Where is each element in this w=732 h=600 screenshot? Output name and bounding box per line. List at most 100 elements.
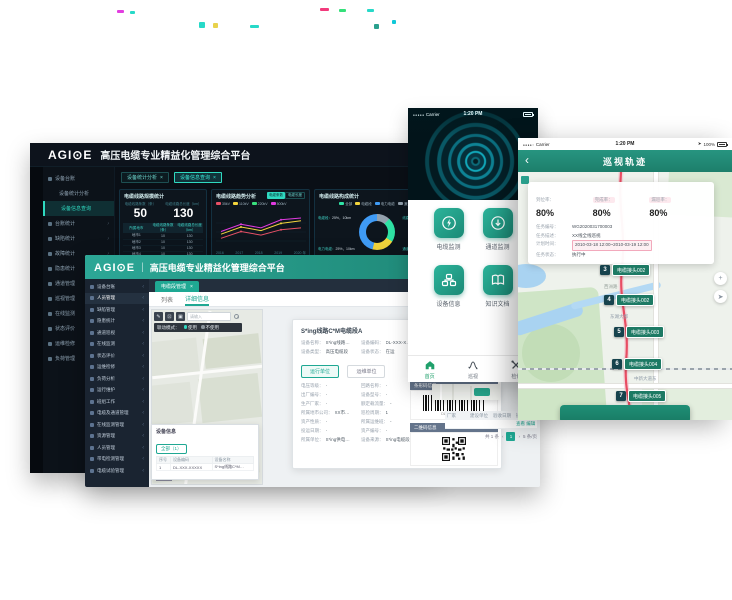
bottom-tab-bar: 首页 巡视 检修 bbox=[408, 355, 538, 382]
sidebar-item[interactable]: 班组工作 ‹ bbox=[85, 396, 149, 408]
sidebar-item[interactable]: 资源管理 ‹ bbox=[85, 431, 149, 443]
status-bar: ●●●●○ Carrier 1:20 PM ➤ 100% bbox=[518, 138, 732, 150]
radio-use[interactable]: 使用 bbox=[183, 325, 197, 331]
app-knowledge-docs[interactable]: 知识文档 bbox=[482, 265, 513, 308]
knowledge-docs-icon bbox=[482, 265, 513, 295]
subtab-maintenance-unit[interactable]: 运维单位 bbox=[347, 365, 386, 378]
toggle-length[interactable]: 电缆长度 bbox=[285, 192, 305, 199]
field: 设备状态： 在运 bbox=[361, 349, 395, 354]
sidebar-item[interactable]: 缺陷统计 › bbox=[43, 231, 114, 246]
map-search-input[interactable] bbox=[187, 312, 231, 321]
next-page-button[interactable]: › bbox=[518, 434, 520, 439]
tab-home[interactable]: 首页 bbox=[408, 356, 451, 382]
trend-x-axis: 2016 2017 2018 2019 2020 年 bbox=[216, 251, 306, 256]
map-marker[interactable]: 5 电缆接头003 bbox=[614, 326, 665, 338]
app-channel-monitor[interactable]: 通道监测 bbox=[482, 208, 513, 251]
sidebar-item[interactable]: 设备台账 ‹ bbox=[85, 281, 149, 293]
map-block bbox=[152, 337, 200, 377]
table-row[interactable]: 地市2 10 130 bbox=[123, 239, 203, 246]
sidebar-item[interactable]: 在线监测管理 ‹ bbox=[85, 419, 149, 431]
tab-cable-segment[interactable]: 电缆段管理 × bbox=[155, 281, 199, 292]
sidebar-item-device-ledger[interactable]: 设备台账 bbox=[43, 171, 114, 186]
sidebar-item[interactable]: 运行维护 ‹ bbox=[85, 385, 149, 397]
tab-detail[interactable]: 详细信息 bbox=[185, 292, 210, 306]
menu-icon bbox=[48, 221, 52, 226]
column-header: 验收日期 bbox=[493, 412, 511, 418]
tab-patrol[interactable]: 巡视 bbox=[451, 356, 494, 382]
street-label: 西洲路 bbox=[604, 284, 618, 289]
legend-swatch bbox=[397, 202, 403, 205]
table-row[interactable]: 地市1 10 130 bbox=[123, 233, 203, 240]
battery-icon bbox=[717, 141, 728, 147]
chevron-icon: ‹ bbox=[142, 398, 144, 405]
sidebar-item[interactable]: 运维检修 ‹ bbox=[85, 362, 149, 374]
donut-chart bbox=[359, 214, 395, 250]
map-marker[interactable]: 7 电缆接头005 bbox=[616, 390, 667, 402]
close-icon[interactable]: × bbox=[212, 174, 216, 181]
tab-device-stats[interactable]: 设备统计分析 × bbox=[121, 172, 169, 183]
sidebar-item[interactable]: 负荷分析 ‹ bbox=[85, 373, 149, 385]
mobile-home-screen: ●●●●● Carrier 1:20 PM 电缆监测 bbox=[408, 108, 538, 382]
link-mode-bar: 联动模式： 使用 不使用 bbox=[154, 323, 242, 332]
menu-icon bbox=[90, 365, 94, 370]
edit-link[interactable]: 编辑 bbox=[526, 421, 536, 426]
sidebar-item[interactable]: 故障统计 › bbox=[43, 246, 114, 261]
toggle-count[interactable]: 电缆条数 bbox=[267, 192, 285, 199]
sidebar-item-device-stats[interactable]: 设备统计分析 bbox=[43, 186, 114, 201]
sidebar-item[interactable]: 隐患统计 ‹ bbox=[85, 316, 149, 328]
prev-page-button[interactable]: ‹ bbox=[501, 434, 504, 439]
sidebar-item[interactable]: 台账统计 › bbox=[43, 216, 114, 231]
map-marker[interactable]: 4 电缆接头002 bbox=[604, 294, 655, 306]
sidebar-item[interactable]: 带电检测管理 ‹ bbox=[85, 454, 149, 466]
tab-device-query[interactable]: 设备信息查询 × bbox=[173, 172, 222, 183]
locate-button[interactable]: ➤ bbox=[714, 290, 727, 303]
edit-icon[interactable]: ✎ bbox=[154, 312, 163, 321]
sidebar-item[interactable]: 通道巡视 ‹ bbox=[85, 327, 149, 339]
map-layers-button[interactable]: + bbox=[714, 272, 727, 285]
table-row[interactable]: 地市3 10 130 bbox=[123, 245, 203, 252]
filter-all-button[interactable]: 全部（1） bbox=[156, 444, 187, 454]
sidebar-item[interactable]: 人员管理 ‹ bbox=[85, 292, 149, 304]
page-size-select[interactable]: 5 条/页 bbox=[522, 433, 537, 439]
mobile-patrol-screen: ●●●●○ Carrier 1:20 PM ➤ 100% ‹ 巡视轨迹 bbox=[518, 138, 732, 420]
decor-speck bbox=[250, 25, 259, 28]
close-icon[interactable]: × bbox=[190, 283, 193, 290]
map-marker[interactable]: 3 电缆接头002 bbox=[600, 264, 651, 276]
subtab-operating-unit[interactable]: 运行单位 bbox=[301, 365, 340, 378]
table-row[interactable]: 1 DL-XXX-XXXXX S*ing线路C*M… bbox=[156, 463, 254, 471]
save-icon[interactable]: ▣ bbox=[176, 312, 185, 321]
sidebar-item[interactable]: 电缆及通道管理 ‹ bbox=[85, 408, 149, 420]
view-link[interactable]: 查看 bbox=[516, 421, 525, 426]
sidebar-item[interactable]: 人员管理 ‹ bbox=[85, 442, 149, 454]
back-button[interactable]: ‹ bbox=[525, 153, 529, 167]
dashboard-title: 高压电缆专业精益化管理综合平台 bbox=[100, 151, 251, 162]
chevron-icon: ‹ bbox=[142, 306, 144, 313]
search-icon[interactable] bbox=[234, 314, 240, 320]
table-row[interactable]: 查看 编辑 bbox=[445, 420, 537, 429]
primary-action-button[interactable] bbox=[560, 405, 690, 420]
chevron-right-icon: › bbox=[107, 235, 109, 242]
sidebar-item[interactable]: 状态评价 ‹ bbox=[85, 350, 149, 362]
sidebar-item[interactable]: 在线监测 ‹ bbox=[85, 339, 149, 351]
patrol-map[interactable]: 西洲路 东湖大郡 中新大道东 到位率： 80% 完成率： 80% 漏巡率： bbox=[518, 172, 732, 420]
current-page[interactable]: 1 bbox=[506, 432, 516, 441]
app-device-info[interactable]: 设备信息 bbox=[433, 265, 464, 308]
close-icon[interactable]: × bbox=[160, 174, 163, 181]
menu-icon bbox=[90, 468, 94, 473]
sidebar-item-device-query[interactable]: 设备信息查询 bbox=[43, 201, 114, 216]
app-cable-monitor[interactable]: 电缆监测 bbox=[433, 208, 464, 251]
map-marker[interactable]: 6 电缆接头004 bbox=[612, 358, 663, 370]
sidebar-item[interactable]: 缺陷管理 ‹ bbox=[85, 304, 149, 316]
marker-number: 5 bbox=[614, 327, 624, 337]
fit-extent-icon[interactable]: ⊡ bbox=[165, 312, 174, 321]
marker-label: 电缆接头002 bbox=[616, 294, 655, 306]
column-header: 所属地市 bbox=[123, 223, 150, 234]
map-layer-chip[interactable] bbox=[521, 176, 529, 184]
panel-title: 设备信息 bbox=[156, 429, 177, 435]
radio-no-use[interactable]: 不使用 bbox=[201, 325, 219, 331]
rate-arrival: 到位率： 80% bbox=[536, 197, 555, 218]
sidebar-item[interactable]: 电缆试验管理 ‹ bbox=[85, 465, 149, 477]
menu-icon bbox=[90, 422, 94, 427]
tab-list[interactable]: 列表 bbox=[161, 297, 174, 304]
menu-icon bbox=[90, 284, 94, 289]
